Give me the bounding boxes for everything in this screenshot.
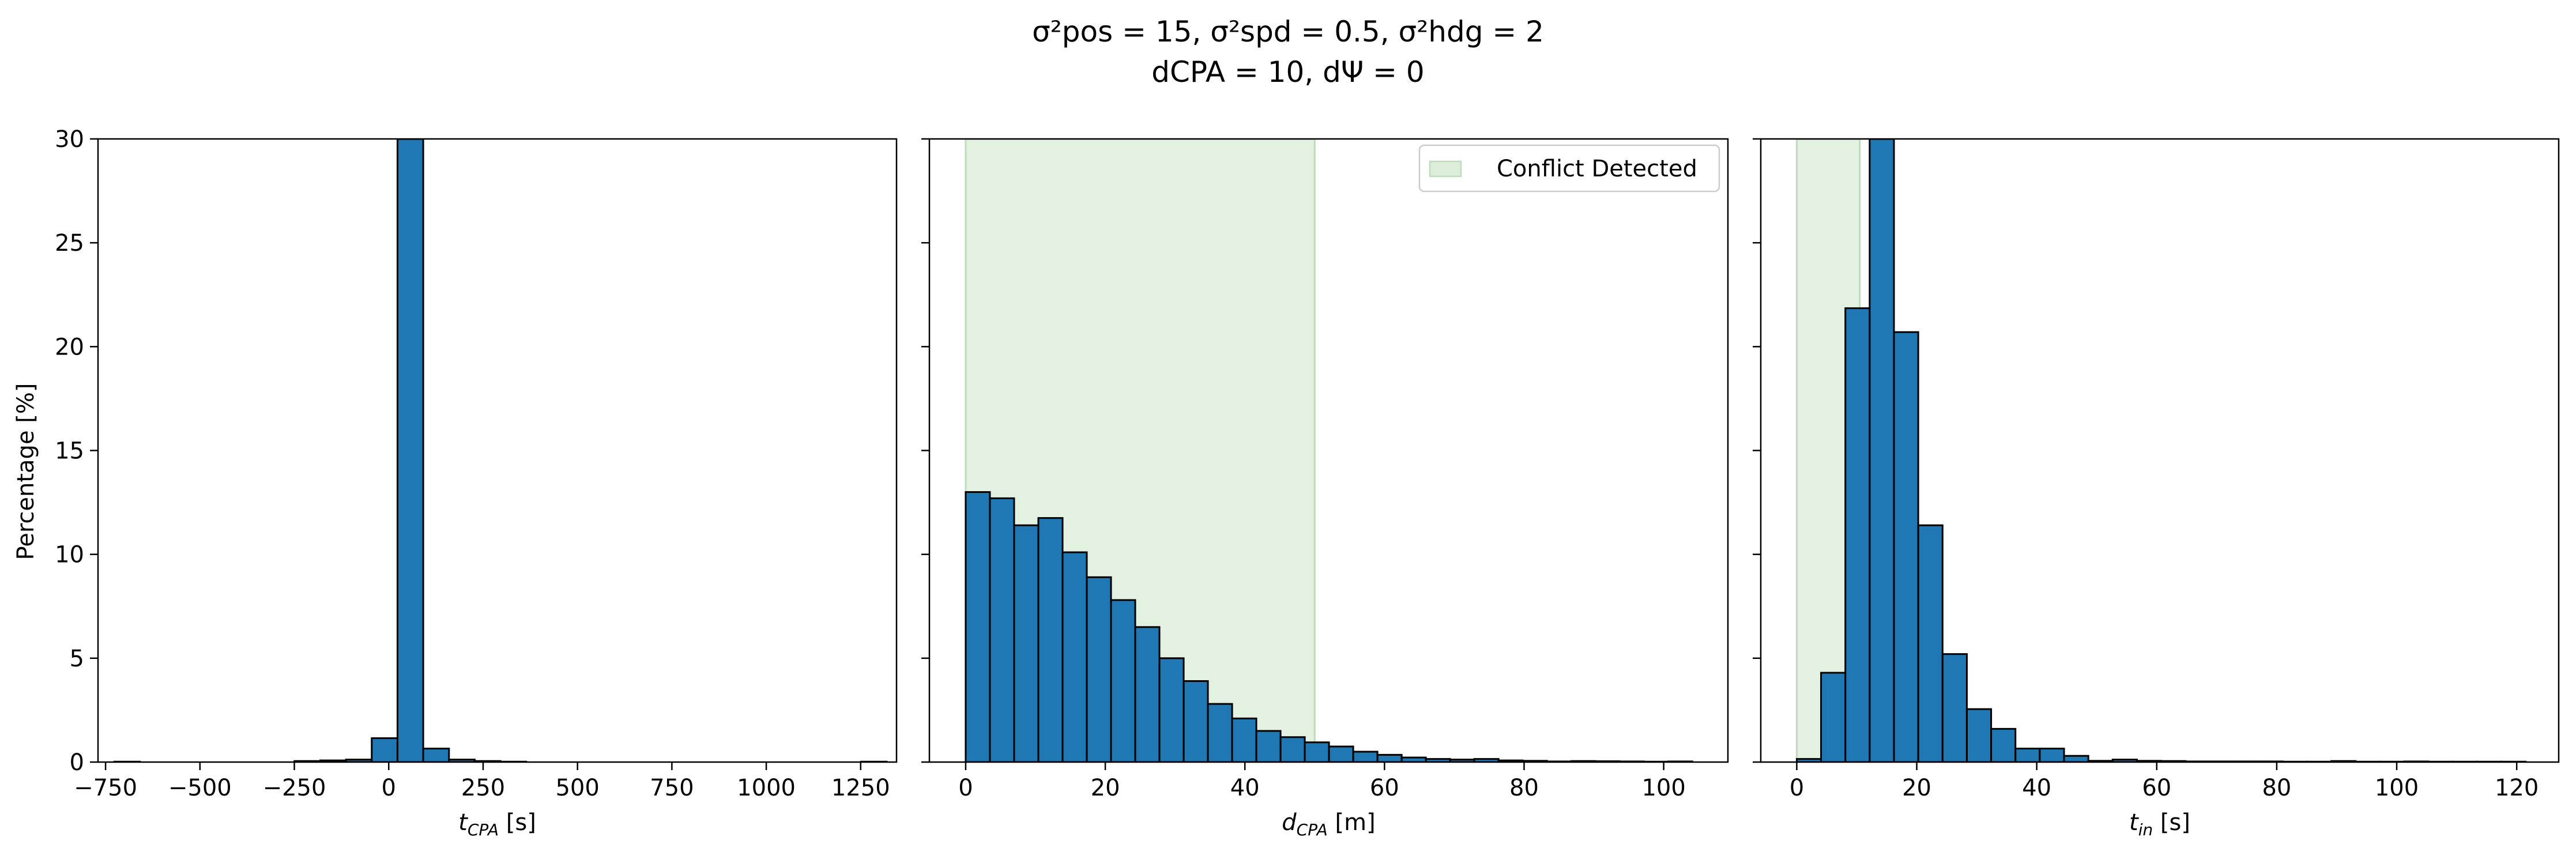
histogram-bar — [1086, 576, 1112, 762]
histogram-bar — [1037, 517, 1064, 762]
x-tick-label: 100 — [1641, 775, 1685, 801]
histogram-bar — [965, 491, 991, 762]
x-tick-label: 40 — [1230, 775, 1260, 801]
histogram-bar — [1820, 672, 1847, 762]
histogram-bar — [1376, 753, 1403, 762]
histogram-bar — [1965, 708, 1993, 762]
x-tick-label: −750 — [74, 775, 137, 801]
x-tick-label: 80 — [2262, 775, 2291, 801]
x-tick-label: −250 — [263, 775, 326, 801]
y-tick-label: 15 — [55, 438, 84, 465]
subplot-tin: 0 20 40 60 80 100 120 tin [s] — [1753, 138, 2560, 839]
histogram-bar — [1328, 745, 1354, 762]
x-tick-label: 250 — [461, 775, 505, 801]
x-tick-label: 500 — [555, 775, 599, 801]
y-axis-label: Percentage [%] — [13, 383, 39, 560]
x-axis-label-symbol: t — [458, 809, 468, 836]
x-tick-label: 40 — [2022, 775, 2051, 801]
histogram-bar — [1013, 524, 1040, 762]
histogram-bar — [1207, 703, 1233, 762]
histogram-bar — [1941, 653, 1968, 762]
y-tick-label: 0 — [70, 749, 84, 776]
x-tick-label: 20 — [1091, 775, 1120, 801]
legend-label: Conflict Detected — [1497, 156, 1697, 182]
subplot-tCPA: −750 −500 −250 0 250 500 750 1000 1250 0 5 10 15 20 25… — [55, 126, 898, 839]
histogram-bar — [1110, 599, 1136, 762]
histogram-bar — [1990, 727, 2017, 762]
x-axis-label-subscript: CPA — [468, 820, 499, 839]
y-tick-label: 20 — [55, 334, 84, 360]
x-tick-label: 60 — [2142, 775, 2171, 801]
histogram-bar — [1893, 331, 1919, 762]
x-tick-label: 60 — [1370, 775, 1399, 801]
x-axis-label-symbol: d — [1282, 809, 1297, 836]
x-tick-label: 0 — [1790, 775, 1804, 801]
histogram-bar — [1917, 524, 1944, 762]
x-axis-label-symbol: t — [2129, 809, 2139, 836]
plot-area — [965, 139, 1693, 762]
histogram-bar — [1255, 730, 1282, 762]
subplot-dCPA: 0 20 40 60 80 100 dCPA [m] Conflict Detected — [921, 138, 1729, 839]
x-tick-label: 80 — [1509, 775, 1539, 801]
x-tick-label: 750 — [650, 775, 694, 801]
x-axis-label-unit: [s] — [2153, 809, 2190, 836]
figure-title-line-2: dCPA = 10, dΨ = 0 — [1151, 55, 1425, 89]
x-axis-label: tin [s] — [2129, 809, 2190, 839]
y-tick-label: 5 — [70, 646, 84, 672]
x-tick-label: 120 — [2495, 775, 2539, 801]
histogram-bar — [1279, 736, 1306, 762]
y-tick-label: 10 — [55, 542, 84, 568]
histogram-bar — [2014, 748, 2041, 762]
x-tick-label: 0 — [382, 775, 396, 801]
x-axis-label-subscript: CPA — [1297, 820, 1328, 839]
histogram-bar — [396, 139, 424, 762]
histogram-bar — [1304, 741, 1330, 762]
histogram-bar — [1134, 626, 1161, 762]
x-axis-label-subscript: in — [2138, 820, 2153, 839]
histogram-bar — [2039, 748, 2065, 762]
x-tick-label: 20 — [1902, 775, 1931, 801]
x-tick-label: 0 — [958, 775, 973, 801]
x-axis-label: dCPA [m] — [1282, 809, 1375, 839]
x-tick-label: 1250 — [831, 775, 890, 801]
subplots: −750 −500 −250 0 250 500 750 1000 12500510152025… — [55, 126, 2560, 839]
figure-title-line-1: σ²pos = 15, σ²spd = 0.5, σ²hdg = 2 — [1032, 15, 1544, 48]
y-tick-label: 30 — [55, 126, 84, 153]
x-axis-label-unit: [s] — [499, 809, 536, 836]
histogram-bar — [371, 737, 398, 762]
histogram-bar — [989, 497, 1015, 762]
x-tick-label: 1000 — [737, 775, 796, 801]
histogram-bar — [1844, 307, 1871, 762]
y-tick-label: 25 — [55, 230, 84, 257]
histogram-bar — [1158, 657, 1185, 762]
histogram-bar — [1352, 751, 1379, 762]
histogram-bar — [1182, 680, 1209, 762]
histogram-bar — [1231, 717, 1257, 762]
x-axis-label: tCPA [s] — [458, 809, 536, 839]
x-axis-label-unit: [m] — [1328, 809, 1376, 836]
legend: Conflict Detected — [1418, 144, 1720, 193]
histogram-bar — [2063, 755, 2089, 762]
histogram-bar — [422, 748, 450, 762]
legend-swatch — [1429, 160, 1462, 178]
histogram-bar — [1061, 551, 1088, 762]
histogram-bar — [1869, 139, 1895, 762]
legend-box — [1418, 144, 1720, 193]
x-tick-label: 100 — [2375, 775, 2419, 801]
x-tick-label: −500 — [168, 775, 232, 801]
